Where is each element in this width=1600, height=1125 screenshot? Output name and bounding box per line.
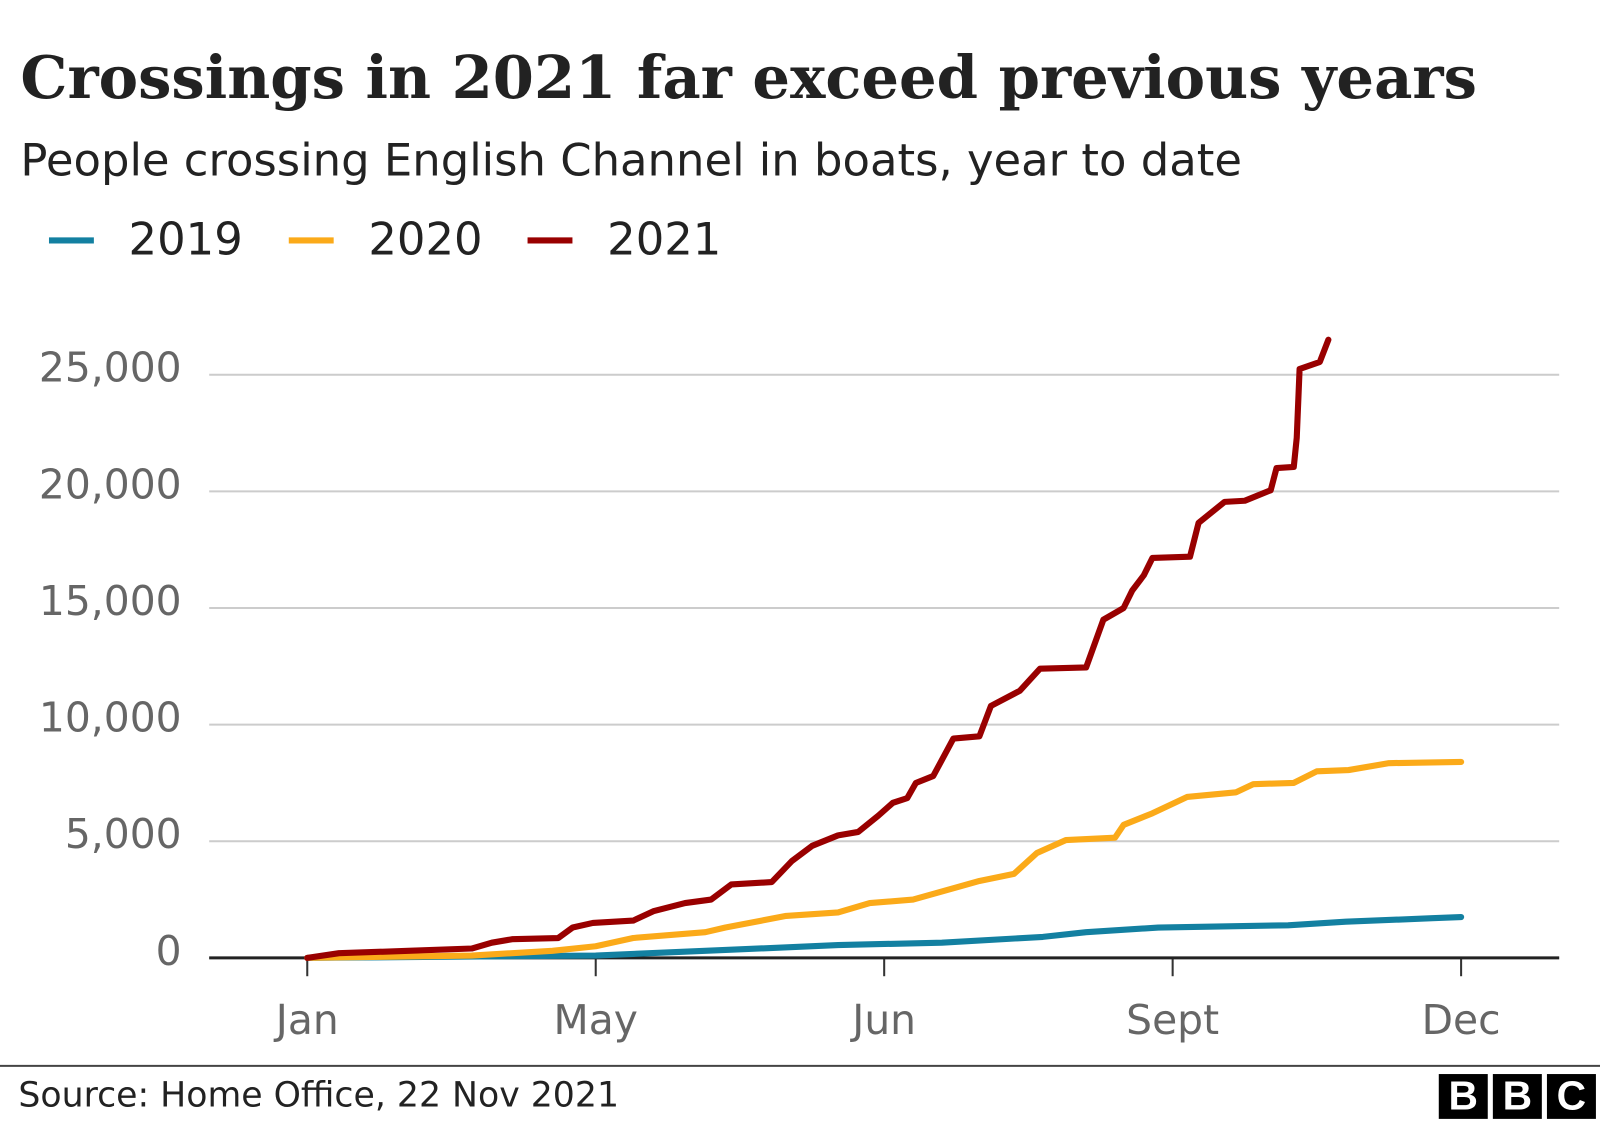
legend-label: 2021 (607, 213, 721, 266)
x-tick-label: Jan (273, 996, 339, 1044)
logo-letter: B (1449, 1072, 1478, 1118)
x-tick-label: May (554, 996, 638, 1044)
line (304, 758, 1465, 961)
logo-letter: B (1503, 1072, 1532, 1118)
y-tick-label: 20,000 (39, 460, 182, 508)
legend-label: 2020 (368, 213, 482, 266)
y-tick-label: 5,000 (65, 810, 182, 858)
logo-box (1546, 1074, 1596, 1119)
y-tick-label: 10,000 (39, 694, 182, 742)
x-tick-label: Sept (1126, 996, 1219, 1044)
y-tick-label: 25,000 (39, 344, 182, 392)
legend-label: 2019 (129, 213, 243, 266)
chart-subtitle: People crossing English Channel in boats… (20, 133, 1242, 186)
line (304, 336, 1332, 961)
chart-title: Crossings in 2021 far exceed previous ye… (20, 42, 1476, 112)
logo-box (1492, 1074, 1542, 1119)
x-tick-label: Dec (1422, 996, 1501, 1044)
logo-box (1438, 1074, 1488, 1119)
logo-letter: C (1557, 1072, 1586, 1118)
line (304, 913, 1465, 961)
y-tick-label: 15,000 (39, 577, 182, 625)
x-tick-label: Jun (849, 996, 916, 1044)
source: Source: Home Office, 22 Nov 2021 (18, 1075, 619, 1115)
y-tick-label: 0 (156, 927, 182, 975)
